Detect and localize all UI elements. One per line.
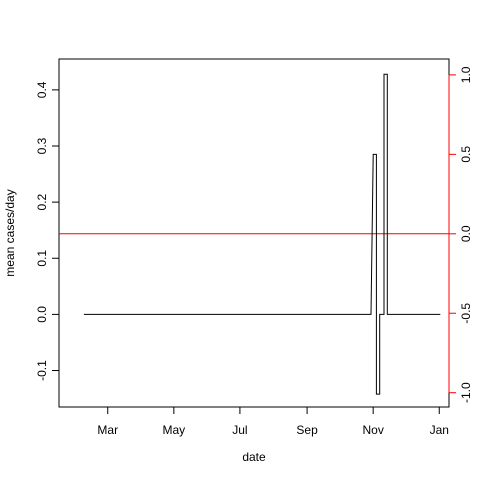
plot-frame bbox=[58, 58, 450, 408]
y-axis: -0.1 0.0 0.1 0.2 0.3 0.4 bbox=[35, 81, 60, 381]
y-tick-label: 0.1 bbox=[35, 250, 49, 267]
x-tick-label: Jul bbox=[232, 423, 247, 437]
series-line bbox=[83, 73, 441, 395]
x-axis: Mar May Jul Sep Nov Jan bbox=[97, 406, 449, 437]
secondary-y-axis: -1.0 -0.5 0.0 0.5 1.0 bbox=[448, 66, 473, 403]
x-tick-label: Mar bbox=[97, 423, 118, 437]
y-tick-label: -0.1 bbox=[35, 360, 49, 381]
y2-tick-label: 0.5 bbox=[459, 146, 473, 163]
x-tick-label: Jan bbox=[430, 423, 449, 437]
y2-tick-label: 1.0 bbox=[459, 66, 473, 83]
x-tick-label: Sep bbox=[296, 423, 318, 437]
y2-tick-label: -0.5 bbox=[459, 303, 473, 324]
y-tick-label: 0.4 bbox=[35, 81, 49, 98]
y-tick-label: 0.3 bbox=[35, 137, 49, 154]
y2-tick-label: -1.0 bbox=[459, 382, 473, 403]
x-tick-label: Nov bbox=[362, 423, 383, 437]
series-group bbox=[83, 73, 441, 395]
y-axis-label: mean cases/day bbox=[3, 189, 17, 276]
y-tick-label: 0.2 bbox=[35, 193, 49, 210]
y2-tick-label: 0.0 bbox=[459, 225, 473, 242]
x-axis-label: date bbox=[242, 450, 266, 464]
y-tick-label: 0.0 bbox=[35, 306, 49, 323]
x-tick-label: May bbox=[162, 423, 185, 437]
